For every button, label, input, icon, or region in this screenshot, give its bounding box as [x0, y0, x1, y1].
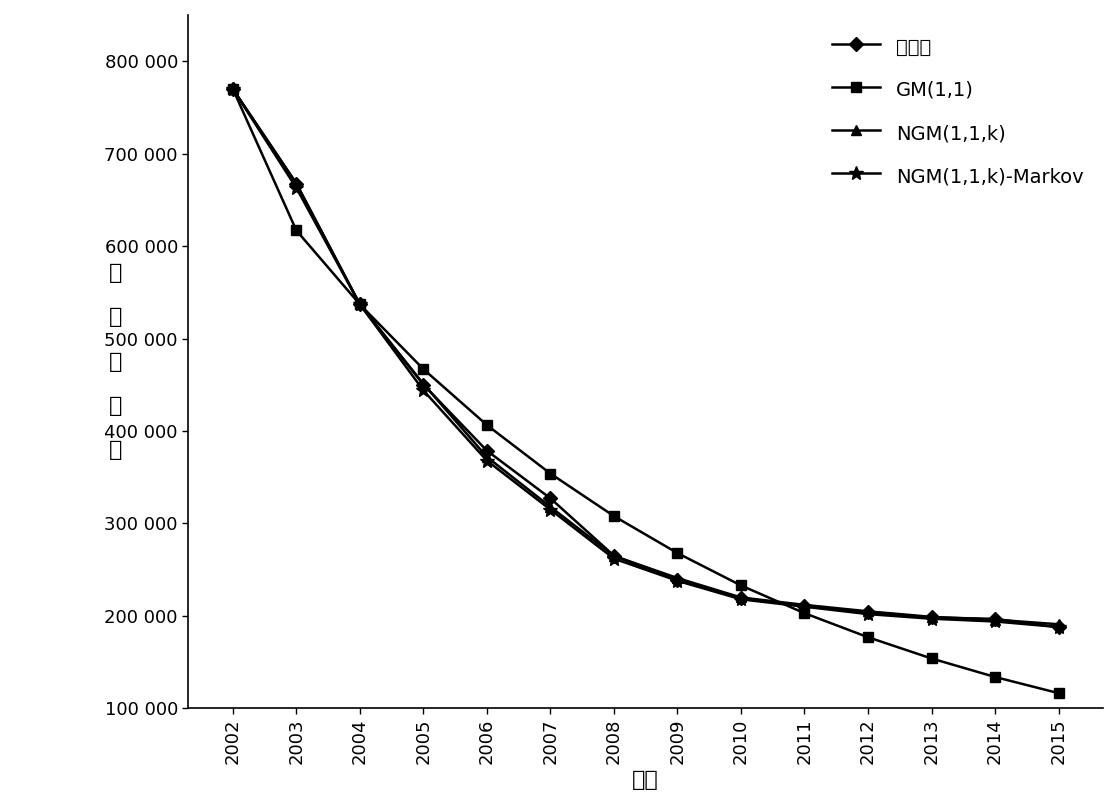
实际值 — [226, 85, 239, 94]
实际值 — [417, 380, 430, 390]
NGM(1,1,k) — [671, 573, 684, 583]
Text: 数: 数 — [108, 440, 122, 460]
GM(1,1) — [543, 469, 557, 478]
GM(1,1) — [925, 654, 938, 663]
NGM(1,1,k) — [988, 615, 1002, 625]
Text: 通: 通 — [108, 308, 122, 328]
NGM(1,1,k)-Markov — [353, 299, 367, 309]
GM(1,1) — [798, 609, 812, 618]
NGM(1,1,k)-Markov — [1052, 622, 1065, 632]
GM(1,1) — [353, 299, 367, 309]
NGM(1,1,k)-Markov — [607, 554, 620, 563]
NGM(1,1,k)-Markov — [226, 85, 239, 94]
实际值 — [480, 446, 493, 456]
GM(1,1) — [735, 580, 748, 590]
NGM(1,1,k) — [417, 379, 430, 389]
NGM(1,1,k) — [925, 612, 938, 621]
NGM(1,1,k)-Markov — [480, 456, 493, 465]
实际值 — [861, 607, 874, 617]
NGM(1,1,k)-Markov — [735, 594, 748, 604]
NGM(1,1,k)-Markov — [671, 576, 684, 586]
GM(1,1) — [290, 225, 303, 235]
实际值 — [607, 551, 620, 560]
NGM(1,1,k) — [735, 592, 748, 602]
实际值 — [543, 493, 557, 503]
Line: GM(1,1): GM(1,1) — [228, 84, 1063, 698]
NGM(1,1,k) — [861, 606, 874, 616]
实际值 — [353, 299, 367, 309]
Text: 故: 故 — [108, 396, 122, 416]
NGM(1,1,k)-Markov — [988, 617, 1002, 626]
NGM(1,1,k) — [290, 179, 303, 188]
实际值 — [925, 613, 938, 622]
NGM(1,1,k)-Markov — [925, 614, 938, 624]
实际值 — [290, 179, 303, 188]
NGM(1,1,k) — [798, 600, 812, 609]
Line: 实际值: 实际值 — [228, 84, 1063, 632]
NGM(1,1,k)-Markov — [417, 386, 430, 395]
Legend: 实际值, GM(1,1), NGM(1,1,k), NGM(1,1,k)-Markov: 实际值, GM(1,1), NGM(1,1,k), NGM(1,1,k)-Mar… — [822, 25, 1093, 197]
实际值 — [798, 601, 812, 611]
NGM(1,1,k)-Markov — [290, 183, 303, 192]
GM(1,1) — [607, 511, 620, 521]
GM(1,1) — [861, 633, 874, 642]
GM(1,1) — [671, 548, 684, 558]
NGM(1,1,k) — [226, 85, 239, 94]
NGM(1,1,k) — [607, 551, 620, 561]
实际值 — [671, 576, 684, 585]
NGM(1,1,k) — [480, 452, 493, 462]
GM(1,1) — [417, 365, 430, 374]
Line: NGM(1,1,k)-Markov: NGM(1,1,k)-Markov — [226, 82, 1065, 634]
NGM(1,1,k)-Markov — [543, 505, 557, 514]
NGM(1,1,k) — [543, 502, 557, 512]
GM(1,1) — [226, 85, 239, 94]
Line: NGM(1,1,k): NGM(1,1,k) — [228, 84, 1063, 630]
GM(1,1) — [1052, 688, 1065, 698]
GM(1,1) — [480, 420, 493, 430]
NGM(1,1,k) — [353, 299, 367, 309]
实际值 — [988, 614, 1002, 624]
NGM(1,1,k) — [1052, 619, 1065, 629]
NGM(1,1,k)-Markov — [861, 609, 874, 619]
实际值 — [1052, 622, 1065, 632]
X-axis label: 年份: 年份 — [633, 770, 659, 790]
Text: 事: 事 — [108, 352, 122, 372]
NGM(1,1,k)-Markov — [798, 602, 812, 612]
实际值 — [735, 593, 748, 603]
Text: 交: 交 — [108, 263, 122, 283]
GM(1,1) — [988, 672, 1002, 682]
